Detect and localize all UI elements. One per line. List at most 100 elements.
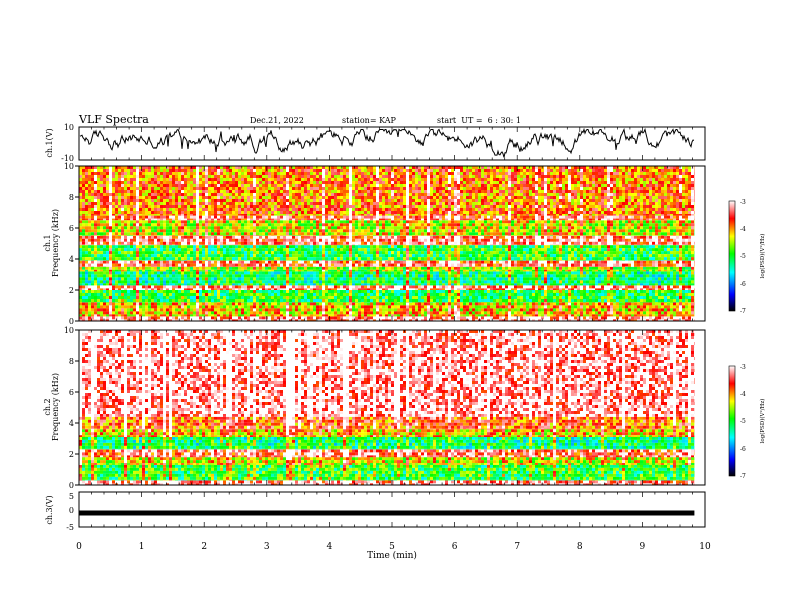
spectrogram-cell [235, 271, 238, 275]
spectrogram-cell [496, 296, 499, 299]
spectrogram-cell [637, 269, 640, 272]
spectrogram-cell [145, 305, 148, 309]
spectrogram-cell [595, 305, 598, 309]
spectrogram-cell [82, 260, 85, 264]
spectrogram-cell [535, 290, 538, 293]
spectrogram-cell [256, 283, 259, 286]
spectrogram-cell [106, 314, 109, 317]
spectrogram-cell [418, 299, 421, 302]
spectrogram-cell [496, 283, 499, 286]
spectrogram-cell [382, 274, 385, 278]
spectrogram-cell [235, 299, 238, 302]
spectrogram-cell [610, 274, 613, 278]
spectrogram-cell [340, 285, 343, 289]
spectrogram-cell [349, 293, 352, 296]
spectrogram-cell [646, 290, 649, 293]
spectrogram-cell [91, 293, 94, 296]
spectrogram-cell [406, 260, 409, 264]
spectrogram-cell [112, 319, 115, 321]
spectrogram-cell [241, 319, 244, 321]
spectrogram-cell [598, 314, 601, 317]
spectrogram-cell [259, 308, 262, 312]
spectrogram-cell [199, 245, 202, 249]
spectrogram-cell [676, 274, 679, 278]
spectrogram-cell [139, 288, 142, 290]
spectrogram-cell [328, 302, 331, 306]
spectrogram-cell [475, 271, 478, 275]
spectrogram-cell [517, 299, 520, 302]
spectrogram-cell [505, 269, 508, 272]
spectrogram-cell [349, 274, 352, 278]
spectrogram-cell [427, 311, 430, 315]
spectrogram-cell [280, 302, 283, 306]
spectrogram-cell [382, 293, 385, 296]
spectrogram-cell [610, 314, 613, 317]
spectrogram-cell [574, 305, 577, 309]
spectrogram-cell [79, 311, 82, 315]
spectrogram-cell [343, 277, 346, 281]
spectrogram-cell [514, 319, 517, 321]
spectrogram-cell [274, 296, 277, 299]
spectrogram-cell [223, 308, 226, 312]
spectrogram-cell [523, 299, 526, 302]
spectrogram-cell [472, 283, 475, 286]
spectrogram-cell [175, 280, 178, 284]
spectrogram-cell [214, 299, 217, 302]
spectrogram-cell [586, 308, 589, 312]
spectrogram-cell [130, 274, 133, 278]
spectrogram-cell [628, 290, 631, 293]
spectrogram-cell [304, 269, 307, 272]
spectrogram-cell [124, 277, 127, 281]
spectrogram-cell [118, 260, 121, 264]
spectrogram-cell [145, 245, 148, 249]
spectrogram-cell [415, 296, 418, 299]
spectrogram-cell [457, 285, 460, 289]
spectrogram-cell [583, 288, 586, 290]
spectrogram-cell [100, 314, 103, 317]
spectrogram-cell [307, 311, 310, 315]
spectrogram-cell [619, 319, 622, 321]
spectrogram-cell [319, 285, 322, 289]
spectrogram-cell [571, 314, 574, 317]
spectrogram-cell [592, 263, 595, 267]
spectrogram-cell [160, 285, 163, 289]
spectrogram-cell [298, 293, 301, 296]
spectrogram-cell [91, 280, 94, 284]
spectrogram-cell [133, 263, 136, 267]
spectrogram-cell [634, 319, 637, 321]
spectrogram-cell [643, 293, 646, 296]
spectrogram-cell [457, 311, 460, 315]
spectrogram-cell [430, 316, 433, 320]
spectrogram-cell [619, 283, 622, 286]
spectrogram-cell [463, 308, 466, 312]
spectrogram-cell [250, 285, 253, 289]
spectrogram-cell [94, 299, 97, 302]
spectrogram-cell [376, 319, 379, 321]
spectrogram-cell [94, 283, 97, 286]
spectrogram-cell [376, 269, 379, 272]
spectrogram-cell [550, 296, 553, 299]
spectrogram-cell [103, 316, 106, 320]
spectrogram-cell [187, 280, 190, 284]
spectrogram-cell [283, 302, 286, 306]
spectrogram-cell [580, 293, 583, 296]
spectrogram-cell [565, 274, 568, 278]
spectrogram-cell [541, 290, 544, 293]
spectrogram-cell [586, 296, 589, 299]
spectrogram-cell [535, 314, 538, 317]
spectrogram-cell [430, 299, 433, 302]
spectrogram-cell [106, 305, 109, 309]
spectrogram-cell [643, 260, 646, 264]
spectrogram-cell [463, 293, 466, 296]
spectrogram-cell [304, 266, 307, 270]
spectrogram-cell [373, 319, 376, 321]
spectrogram-cell [409, 277, 412, 281]
spectrogram-cell [256, 316, 259, 320]
spectrogram-cell [295, 269, 298, 272]
spectrogram-cell [376, 311, 379, 315]
spectrogram-cell [253, 271, 256, 275]
spectrogram-cell [148, 266, 151, 270]
spectrogram-cell [364, 277, 367, 281]
spectrogram-cell [175, 316, 178, 320]
spectrogram-cell [172, 293, 175, 296]
